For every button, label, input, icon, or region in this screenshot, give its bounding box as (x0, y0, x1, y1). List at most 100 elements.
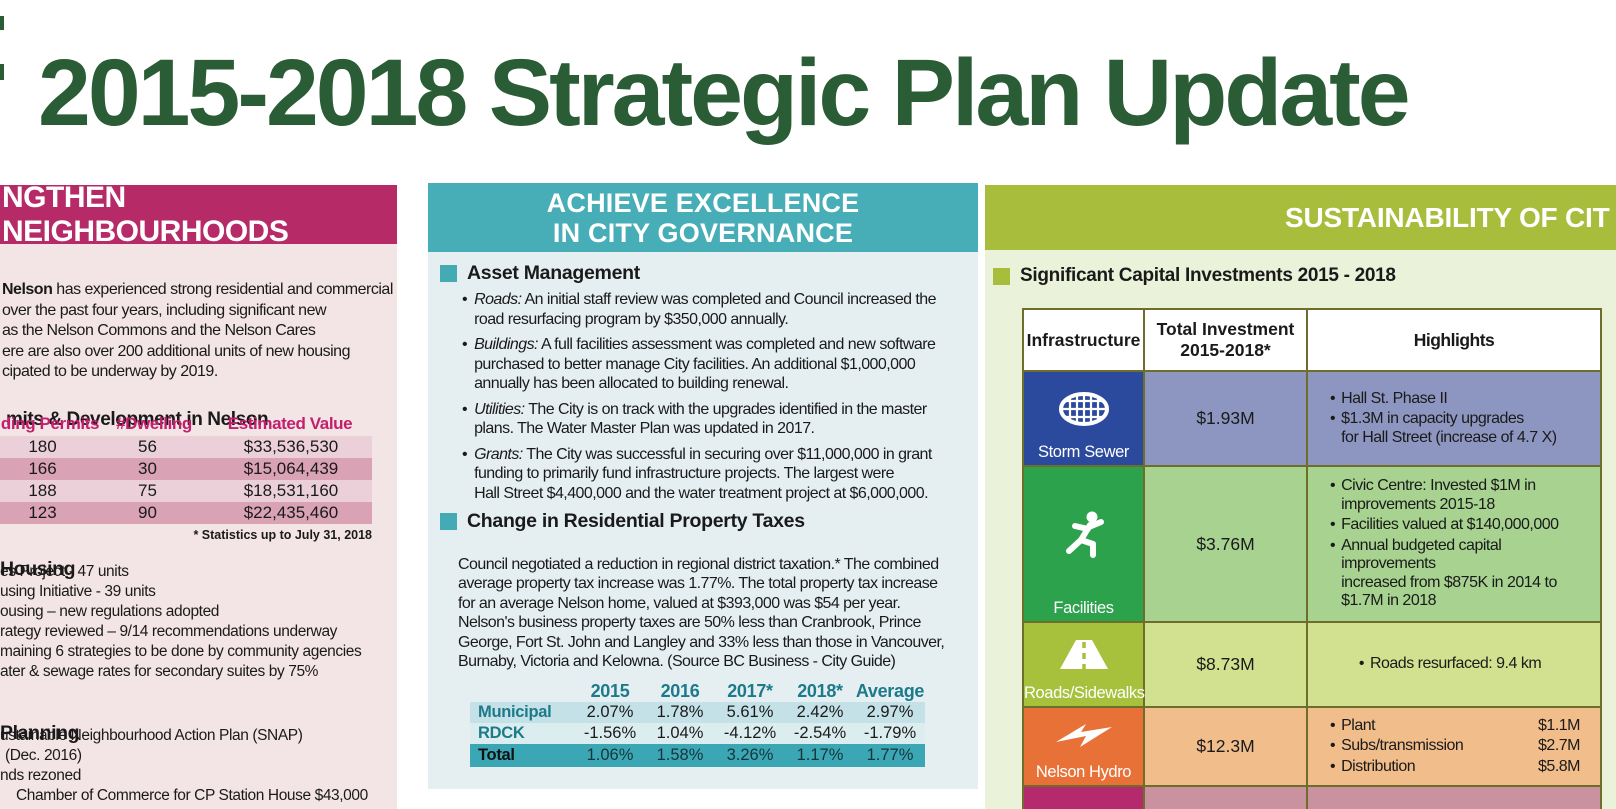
column-header: 2018* (797, 680, 843, 701)
cell-permits: 166 (28, 459, 57, 478)
cell-dwelling-units: 90 (138, 503, 157, 522)
cell: 1.06% (586, 746, 634, 764)
panel-body: Asset Management Roads: An initial staff… (428, 252, 978, 789)
panel-city-governance: ACHIEVE EXCELLENCE IN CITY GOVERNANCE As… (428, 183, 978, 789)
panel-body: Significant Capital Investments 2015 - 2… (985, 250, 1616, 809)
highlight-item: Plant $1.1M (1330, 717, 1592, 736)
highlights-cell (1308, 787, 1600, 809)
cell: 1.77% (866, 746, 914, 764)
panel-sustainability: SUSTAINABILITY OF CIT Significant Capita… (985, 185, 1616, 809)
cell: 1.17% (796, 746, 844, 764)
highlight-value: $5.8M (1538, 757, 1580, 775)
cell-estimated-value: $22,435,460 (243, 503, 339, 522)
investments-table: Infrastructure Total Investment 2015-201… (1022, 308, 1602, 809)
column-header: 2017* (727, 680, 773, 701)
investment-cell: $12.3M (1145, 708, 1308, 785)
property-taxes-paragraph: Council negotiated a reduction in region… (458, 556, 945, 671)
highlights-cell: Roads resurfaced: 9.4 km (1308, 623, 1600, 706)
intro-lead: Nelson (2, 281, 53, 298)
list-item: maining 6 strategies to be done by commu… (0, 643, 362, 660)
cell: 5.61% (726, 703, 774, 721)
highlight-label: Subs/transmission (1341, 737, 1464, 755)
investment-cell (1145, 787, 1308, 809)
table-row-nelson-hydro: Nelson Hydro $12.3M Plant $1.1M Subs/tran… (1024, 708, 1600, 787)
square-bullet-icon (993, 267, 1010, 285)
bullet-lead: Utilities: (474, 400, 525, 418)
infrastructure-cell: Roads/Sidewalks (1024, 623, 1145, 706)
cell-permits: 180 (28, 437, 57, 456)
tax-table: 2015 2016 2017* 2018* Average Municipal … (470, 680, 925, 767)
property-taxes-heading: Change in Residential Property Taxes (440, 510, 805, 533)
infrastructure-cell: Storm Sewer (1024, 372, 1145, 465)
lightning-icon (1054, 721, 1114, 754)
highlight-text: Facilities valued at $140,000,000 (1341, 516, 1559, 534)
cell: 3.26% (726, 746, 774, 764)
row-label: Total (478, 746, 515, 764)
highlights-cell: Plant $1.1M Subs/transmission $2.7M Distri… (1308, 708, 1600, 785)
bullet-item: Buildings: A full facilities assessment … (462, 335, 967, 394)
cell: -2.54% (793, 724, 847, 742)
cell-dwelling-units: 56 (138, 437, 157, 456)
investment-cell: $1.93M (1145, 372, 1308, 465)
list-item: Chamber of Commerce for CP Station House… (16, 787, 368, 804)
planning-list: ustainable Neighbourhood Action Plan (SN… (0, 726, 397, 806)
bullet-text: A full facilities assessment was complet… (474, 336, 936, 392)
column-header: Average (855, 680, 925, 701)
highlight-item: Annual budgeted capital improvements inc… (1330, 537, 1592, 611)
investment-cell: $8.73M (1145, 623, 1308, 706)
runner-icon (1060, 509, 1108, 566)
bullet-item: Utilities: The City is on track with the… (462, 400, 967, 439)
cell-permits: 123 (28, 503, 57, 522)
list-item: ousing – new regulations adopted (0, 603, 220, 620)
list-item: (Dec. 2016) (5, 747, 82, 764)
cell-dwelling-units: 30 (138, 459, 157, 478)
panel-header-text: NGTHEN NEIGHBOURHOODS (2, 185, 289, 248)
highlight-item: $1.3M in capacity upgrades for Hall Stre… (1330, 410, 1592, 447)
permits-heading: mits & Development in Nelson (6, 409, 269, 430)
infrastructure-label: Roads/Sidewalks (1024, 684, 1145, 702)
column-header: ding Permits (0, 414, 100, 433)
highlight-value: $2.7M (1538, 737, 1580, 755)
infrastructure-label: Storm Sewer (1038, 443, 1129, 461)
column-header: 2015 (590, 680, 630, 701)
column-header: 2016 (660, 680, 700, 701)
table-row-rdck: RDCK -1.56% 1.04% -4.12% -2.54% -1.79% (470, 723, 925, 744)
cell: -1.56% (583, 724, 637, 742)
table-row-partial (1024, 787, 1600, 809)
capital-investments-heading: Significant Capital Investments 2015 - 2… (993, 265, 1396, 287)
statistics-footnote: * Statistics up to July 31, 2018 (193, 528, 372, 542)
column-header-infrastructure: Infrastructure (1024, 310, 1145, 370)
planning-heading: Planning (0, 721, 80, 744)
cell-dwelling-units: 75 (138, 481, 157, 500)
bullet-text: The City was successful in securing over… (474, 445, 932, 502)
bullet-lead: Grants: (474, 445, 523, 463)
infrastructure-cell: Facilities (1024, 467, 1145, 621)
bullet-lead: Buildings: (474, 336, 538, 353)
tax-table-header: 2015 2016 2017* 2018* Average (470, 680, 925, 702)
table-row-roads-sidewalks: Roads/Sidewalks $8.73M Roads resurfaced:… (1024, 623, 1600, 708)
cell: 1.78% (656, 703, 704, 721)
infrastructure-cell: Nelson Hydro (1024, 708, 1145, 785)
highlight-value: $1.1M (1538, 716, 1580, 734)
column-header: Estimated Value (227, 414, 353, 433)
cell: -4.12% (723, 724, 777, 742)
permits-table: 180 56 $33,536,530 166 30 $15,064,439 18… (0, 436, 372, 524)
column-header-investment: Total Investment 2015-2018* (1145, 310, 1308, 370)
panel-header-governance: ACHIEVE EXCELLENCE IN CITY GOVERNANCE (428, 183, 978, 252)
table-row-municipal: Municipal 2.07% 1.78% 5.61% 2.42% 2.97% (470, 702, 925, 723)
bullet-item: Roads: An initial staff review was compl… (462, 290, 967, 329)
highlight-item: Distribution $5.8M (1330, 758, 1592, 777)
investments-table-header: Infrastructure Total Investment 2015-201… (1024, 310, 1600, 372)
list-item: ustainable Neighbourhood Action Plan (SN… (0, 727, 303, 744)
list-item: nds rezoned (0, 767, 81, 784)
road-icon (1056, 637, 1112, 678)
intro-text: has experienced strong residential and c… (2, 281, 393, 380)
cell: 2.42% (796, 703, 844, 721)
highlight-item: Roads resurfaced: 9.4 km (1359, 655, 1542, 674)
row-label: RDCK (478, 724, 525, 742)
bullet-text: An initial staff review was completed an… (474, 291, 936, 328)
panel-header-text: ACHIEVE EXCELLENCE IN CITY GOVERNANCE (546, 187, 860, 248)
section-heading-text: Asset Management (467, 262, 640, 284)
panel-strengthen-neighbourhoods: NGTHEN NEIGHBOURHOODS Nelson has experie… (0, 185, 397, 809)
